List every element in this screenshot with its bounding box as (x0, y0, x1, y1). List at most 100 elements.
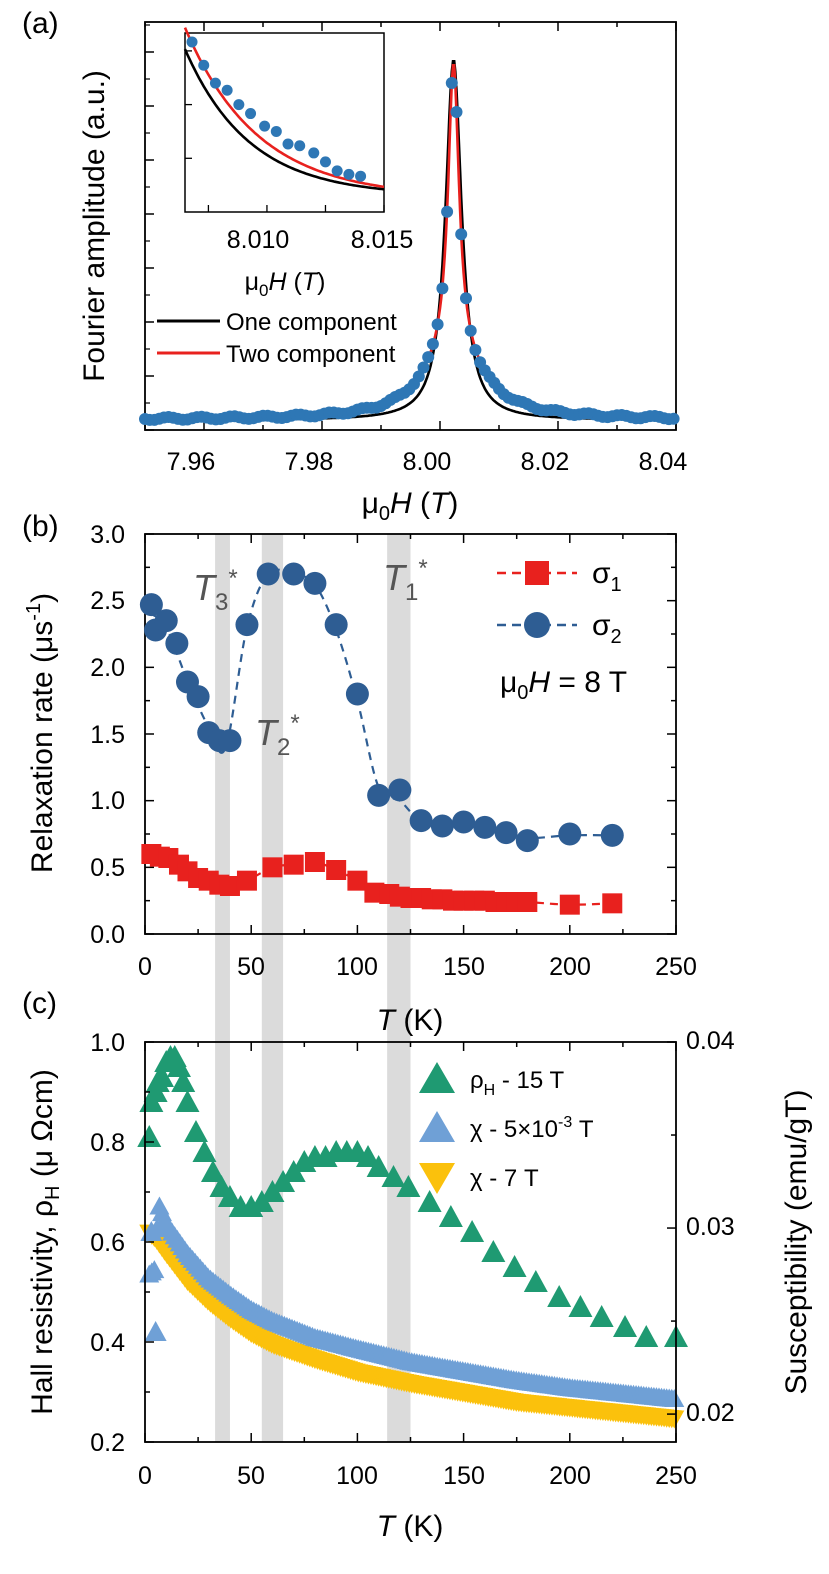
sigma2-point (494, 821, 518, 845)
inset-data-point (355, 170, 367, 182)
panel-a-inset: 8.010 8.015 μ0H (T) (183, 27, 414, 300)
inset-content (183, 27, 385, 212)
legend-chi-low: χ - 5×10-3 T (470, 1114, 594, 1143)
sigma2-point (282, 562, 306, 586)
rho-point (460, 1220, 485, 1242)
chi-low-point (664, 1389, 685, 1408)
data-point (460, 292, 472, 305)
a-xtick-label: 8.04 (639, 448, 688, 476)
rho-point (175, 1090, 200, 1112)
inset-data-point (233, 99, 245, 111)
inset-frame (184, 32, 385, 213)
a-x-axis-label: μ0H (T) (362, 487, 459, 525)
rho-point (356, 1145, 381, 1167)
highlight-band (261, 534, 284, 1442)
legend-sigma2: σ2 (592, 609, 622, 648)
c-ytick-left: 0.8 (90, 1129, 125, 1157)
sigma2-point (430, 814, 454, 838)
rho-point (613, 1315, 638, 1337)
sigma2-point (303, 571, 327, 595)
data-point (436, 282, 449, 295)
legend-marker-rho (419, 1062, 455, 1093)
chi-low-point (144, 1260, 165, 1279)
rho-point (217, 1185, 242, 1207)
sigma2-point (186, 685, 210, 709)
c-ytick-right: 0.02 (686, 1399, 735, 1427)
b-ytick-label: 0.5 (90, 854, 125, 882)
rho-point (396, 1175, 421, 1197)
c-ytick-left: 0.4 (90, 1329, 125, 1357)
panel-b-label: (b) (22, 510, 59, 543)
c-y-axis-right-label: Susceptibility (emu/gT) (780, 1089, 813, 1394)
rho-point (366, 1155, 391, 1177)
legend-chi-7t: χ - 7 T (470, 1165, 539, 1192)
panel-a-legend: One component Two component (157, 309, 397, 368)
sigma2-point (154, 609, 178, 633)
c-ytick-left: 0.6 (90, 1229, 125, 1257)
legend-marker-chi-low (419, 1111, 455, 1142)
data-point (441, 205, 454, 218)
inset-data-point (221, 84, 233, 96)
annotation-t3: T3* (193, 565, 238, 616)
panel-c-legend: ρH - 15 T χ - 5×10-3 T χ - 7 T (419, 1062, 594, 1194)
c-xtick-label: 250 (655, 1462, 697, 1490)
sigma2-point (473, 815, 497, 839)
inset-data-point (186, 36, 198, 48)
c-xtick-label: 150 (443, 1462, 485, 1490)
sigma2-point (409, 809, 433, 833)
field-annotation: μ0H = 8 T (500, 666, 627, 704)
b-ytick-label: 0.0 (90, 921, 125, 949)
legend-rho: ρH - 15 T (470, 1067, 564, 1099)
sigma2-point (558, 822, 582, 846)
rho-point (192, 1140, 217, 1162)
sigma2-point (235, 613, 259, 637)
legend-marker-sigma2 (524, 612, 550, 638)
inset-data-point (209, 77, 221, 89)
sigma1-point (219, 876, 240, 896)
panel-b: (b) T3* T2* T1* σ1 σ2 μ0H = 8 T 0.0 0.5 … (22, 510, 697, 1037)
highlight-band (215, 534, 230, 1442)
data-point (455, 228, 468, 241)
rho-point (589, 1305, 614, 1327)
inset-xtick-label: 8.015 (351, 226, 414, 254)
c-ytick-left: 1.0 (90, 1029, 125, 1057)
rho-point (166, 1055, 191, 1077)
inset-x-axis-label: μ0H (T) (245, 268, 326, 300)
c-xtick-label: 100 (336, 1462, 378, 1490)
panel-a-points (139, 77, 680, 426)
rho-point (137, 1125, 162, 1147)
rho-point (171, 1070, 196, 1092)
inset-xtick-label: 8.010 (227, 226, 290, 254)
sigma1-point (283, 854, 304, 875)
legend-marker-sigma1 (525, 561, 549, 585)
sigma1-point (326, 860, 347, 880)
annotation-t1: T1* (383, 555, 428, 606)
data-point (426, 338, 439, 350)
highlight-band (387, 534, 411, 1442)
inset-data-point (319, 156, 331, 168)
inset-data-point (270, 125, 282, 137)
legend-sigma1: σ1 (592, 557, 622, 596)
legend-marker-chi-7t (419, 1163, 455, 1194)
b-xtick-label: 50 (237, 953, 265, 981)
rho-point (417, 1190, 442, 1212)
rho-point (523, 1270, 548, 1292)
sigma1-point (304, 852, 325, 872)
inset-data-point (294, 140, 306, 152)
legend-two-component: Two component (226, 341, 396, 368)
sigma2-point (324, 613, 348, 637)
chi-low-outlier (144, 1321, 167, 1341)
rho-point (200, 1160, 225, 1182)
rho-point (381, 1165, 406, 1187)
a-xtick-label: 7.98 (285, 448, 334, 476)
b-xtick-label: 100 (336, 953, 378, 981)
inset-data-point (198, 59, 210, 71)
c-ytick-left: 0.2 (90, 1429, 125, 1457)
sigma2-point (218, 729, 242, 753)
panel-a-frame (144, 21, 677, 431)
inset-fit-one-component (183, 48, 385, 191)
annotation-t2: T2* (255, 710, 300, 761)
sigma2-point (345, 682, 369, 706)
chi-7t-point (664, 1410, 685, 1429)
